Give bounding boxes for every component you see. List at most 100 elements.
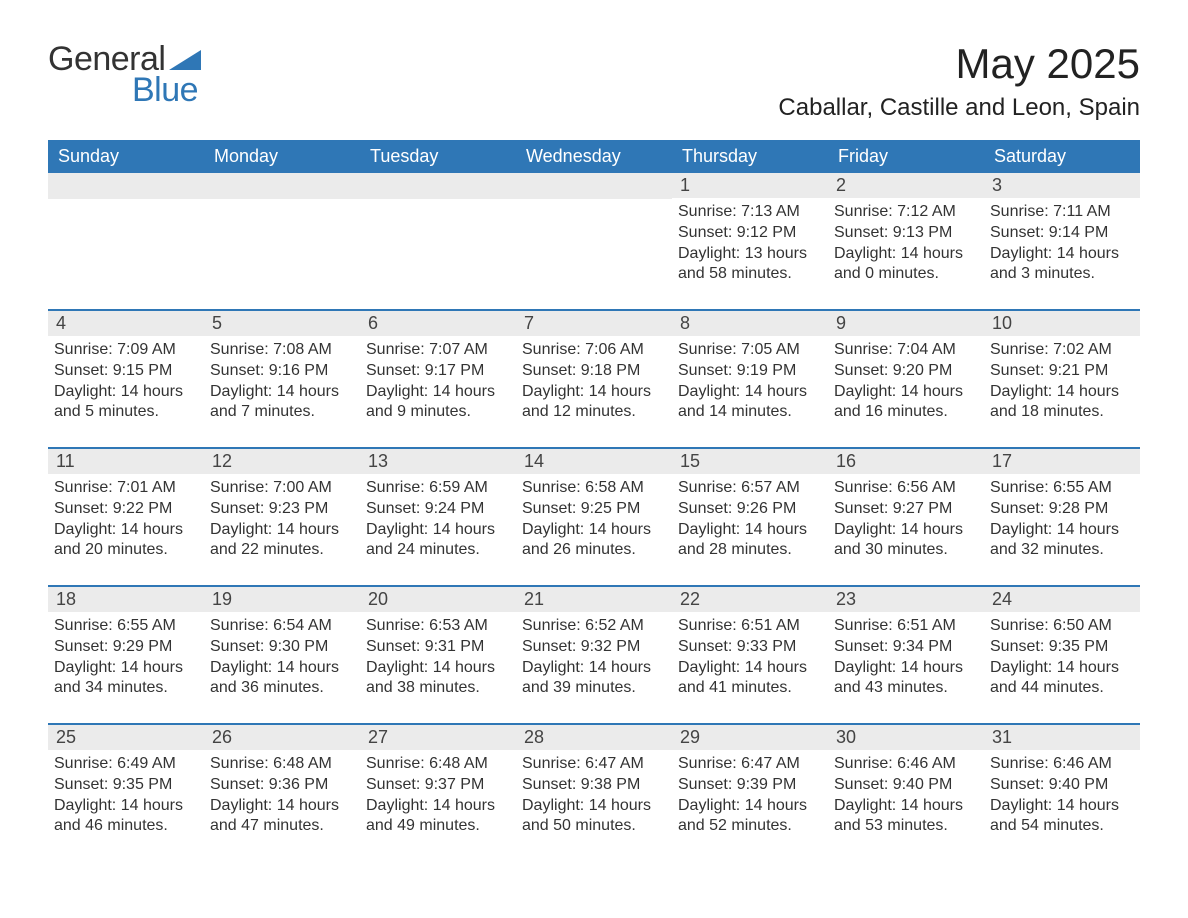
day-number: 18	[48, 587, 204, 612]
daylight-text: Daylight: 14 hours and 26 minutes.	[522, 520, 666, 562]
day-number: 6	[360, 311, 516, 336]
day-cell: 5Sunrise: 7:08 AMSunset: 9:16 PMDaylight…	[204, 311, 360, 447]
day-content: Sunrise: 7:06 AMSunset: 9:18 PMDaylight:…	[516, 336, 672, 431]
daylight-text: Daylight: 14 hours and 16 minutes.	[834, 382, 978, 424]
day-number: 16	[828, 449, 984, 474]
day-content: Sunrise: 6:53 AMSunset: 9:31 PMDaylight:…	[360, 612, 516, 707]
day-number: 9	[828, 311, 984, 336]
day-number: 7	[516, 311, 672, 336]
title-block: May 2025 Caballar, Castille and Leon, Sp…	[778, 40, 1140, 132]
daylight-text: Daylight: 14 hours and 43 minutes.	[834, 658, 978, 700]
day-cell	[360, 173, 516, 309]
logo-triangle-icon	[169, 40, 201, 60]
daylight-text: Daylight: 14 hours and 50 minutes.	[522, 796, 666, 838]
week-row: 4Sunrise: 7:09 AMSunset: 9:15 PMDaylight…	[48, 309, 1140, 447]
daylight-text: Daylight: 14 hours and 30 minutes.	[834, 520, 978, 562]
week-row: 18Sunrise: 6:55 AMSunset: 9:29 PMDayligh…	[48, 585, 1140, 723]
sunset-text: Sunset: 9:16 PM	[210, 361, 354, 382]
day-content: Sunrise: 6:48 AMSunset: 9:36 PMDaylight:…	[204, 750, 360, 845]
day-content: Sunrise: 7:01 AMSunset: 9:22 PMDaylight:…	[48, 474, 204, 569]
day-header-tuesday: Tuesday	[360, 140, 516, 173]
day-number: 14	[516, 449, 672, 474]
day-cell: 4Sunrise: 7:09 AMSunset: 9:15 PMDaylight…	[48, 311, 204, 447]
sunrise-text: Sunrise: 7:09 AM	[54, 340, 198, 361]
day-content: Sunrise: 6:52 AMSunset: 9:32 PMDaylight:…	[516, 612, 672, 707]
daylight-text: Daylight: 14 hours and 0 minutes.	[834, 244, 978, 286]
day-number: 23	[828, 587, 984, 612]
day-cell: 12Sunrise: 7:00 AMSunset: 9:23 PMDayligh…	[204, 449, 360, 585]
sunrise-text: Sunrise: 6:55 AM	[990, 478, 1134, 499]
sunrise-text: Sunrise: 7:12 AM	[834, 202, 978, 223]
sunrise-text: Sunrise: 6:47 AM	[678, 754, 822, 775]
sunrise-text: Sunrise: 6:48 AM	[210, 754, 354, 775]
day-header-friday: Friday	[828, 140, 984, 173]
day-cell: 15Sunrise: 6:57 AMSunset: 9:26 PMDayligh…	[672, 449, 828, 585]
sunset-text: Sunset: 9:40 PM	[990, 775, 1134, 796]
day-number: 1	[672, 173, 828, 198]
daylight-text: Daylight: 14 hours and 46 minutes.	[54, 796, 198, 838]
sunrise-text: Sunrise: 6:53 AM	[366, 616, 510, 637]
sunset-text: Sunset: 9:14 PM	[990, 223, 1134, 244]
day-number: 22	[672, 587, 828, 612]
daylight-text: Daylight: 14 hours and 12 minutes.	[522, 382, 666, 424]
sunrise-text: Sunrise: 7:11 AM	[990, 202, 1134, 223]
sunrise-text: Sunrise: 7:01 AM	[54, 478, 198, 499]
sunset-text: Sunset: 9:24 PM	[366, 499, 510, 520]
sunrise-text: Sunrise: 6:58 AM	[522, 478, 666, 499]
day-number: 27	[360, 725, 516, 750]
daylight-text: Daylight: 14 hours and 41 minutes.	[678, 658, 822, 700]
sunset-text: Sunset: 9:35 PM	[54, 775, 198, 796]
day-content: Sunrise: 7:02 AMSunset: 9:21 PMDaylight:…	[984, 336, 1140, 431]
day-content: Sunrise: 6:46 AMSunset: 9:40 PMDaylight:…	[828, 750, 984, 845]
day-cell: 13Sunrise: 6:59 AMSunset: 9:24 PMDayligh…	[360, 449, 516, 585]
day-content: Sunrise: 6:58 AMSunset: 9:25 PMDaylight:…	[516, 474, 672, 569]
sunset-text: Sunset: 9:28 PM	[990, 499, 1134, 520]
empty-day-bar	[516, 173, 672, 199]
sunrise-text: Sunrise: 6:46 AM	[990, 754, 1134, 775]
sunset-text: Sunset: 9:19 PM	[678, 361, 822, 382]
day-content: Sunrise: 7:09 AMSunset: 9:15 PMDaylight:…	[48, 336, 204, 431]
sunset-text: Sunset: 9:23 PM	[210, 499, 354, 520]
day-content: Sunrise: 6:46 AMSunset: 9:40 PMDaylight:…	[984, 750, 1140, 845]
day-cell: 18Sunrise: 6:55 AMSunset: 9:29 PMDayligh…	[48, 587, 204, 723]
sunset-text: Sunset: 9:12 PM	[678, 223, 822, 244]
day-content: Sunrise: 7:07 AMSunset: 9:17 PMDaylight:…	[360, 336, 516, 431]
empty-day-bar	[360, 173, 516, 199]
day-number: 8	[672, 311, 828, 336]
day-cell: 22Sunrise: 6:51 AMSunset: 9:33 PMDayligh…	[672, 587, 828, 723]
day-cell: 17Sunrise: 6:55 AMSunset: 9:28 PMDayligh…	[984, 449, 1140, 585]
sunset-text: Sunset: 9:31 PM	[366, 637, 510, 658]
page-title: May 2025	[778, 40, 1140, 88]
day-number: 31	[984, 725, 1140, 750]
weeks-container: 1Sunrise: 7:13 AMSunset: 9:12 PMDaylight…	[48, 173, 1140, 861]
day-number: 29	[672, 725, 828, 750]
day-number: 10	[984, 311, 1140, 336]
day-header-sunday: Sunday	[48, 140, 204, 173]
sunrise-text: Sunrise: 6:50 AM	[990, 616, 1134, 637]
daylight-text: Daylight: 14 hours and 5 minutes.	[54, 382, 198, 424]
day-cell: 30Sunrise: 6:46 AMSunset: 9:40 PMDayligh…	[828, 725, 984, 861]
day-cell: 6Sunrise: 7:07 AMSunset: 9:17 PMDaylight…	[360, 311, 516, 447]
week-row: 1Sunrise: 7:13 AMSunset: 9:12 PMDaylight…	[48, 173, 1140, 309]
sunrise-text: Sunrise: 7:13 AM	[678, 202, 822, 223]
daylight-text: Daylight: 14 hours and 38 minutes.	[366, 658, 510, 700]
calendar-header-row: Sunday Monday Tuesday Wednesday Thursday…	[48, 140, 1140, 173]
sunrise-text: Sunrise: 6:56 AM	[834, 478, 978, 499]
day-number: 19	[204, 587, 360, 612]
sunrise-text: Sunrise: 6:47 AM	[522, 754, 666, 775]
day-number: 13	[360, 449, 516, 474]
sunrise-text: Sunrise: 7:06 AM	[522, 340, 666, 361]
day-cell: 10Sunrise: 7:02 AMSunset: 9:21 PMDayligh…	[984, 311, 1140, 447]
day-number: 2	[828, 173, 984, 198]
day-cell	[48, 173, 204, 309]
week-row: 25Sunrise: 6:49 AMSunset: 9:35 PMDayligh…	[48, 723, 1140, 861]
day-cell: 24Sunrise: 6:50 AMSunset: 9:35 PMDayligh…	[984, 587, 1140, 723]
day-number: 30	[828, 725, 984, 750]
day-number: 28	[516, 725, 672, 750]
daylight-text: Daylight: 14 hours and 14 minutes.	[678, 382, 822, 424]
daylight-text: Daylight: 14 hours and 24 minutes.	[366, 520, 510, 562]
daylight-text: Daylight: 13 hours and 58 minutes.	[678, 244, 822, 286]
day-number: 4	[48, 311, 204, 336]
sunset-text: Sunset: 9:15 PM	[54, 361, 198, 382]
sunset-text: Sunset: 9:38 PM	[522, 775, 666, 796]
